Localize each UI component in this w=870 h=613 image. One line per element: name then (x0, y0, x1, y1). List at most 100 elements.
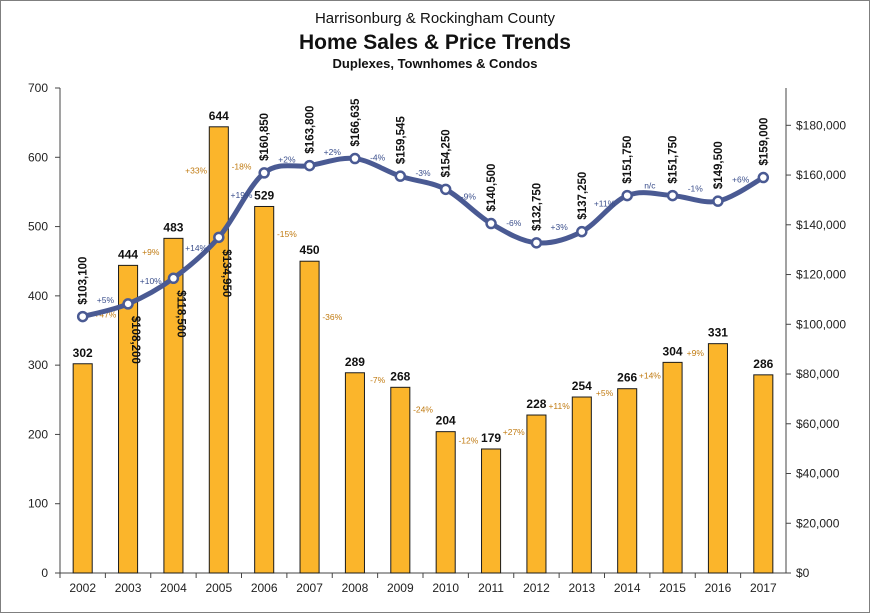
price-change-label: -3% (415, 168, 431, 178)
bar-change-label: +14% (639, 371, 661, 381)
bar-change-label: +5% (596, 388, 614, 398)
bar-change-label: +47% (94, 310, 116, 320)
price-label: $140,500 (486, 164, 498, 212)
bar (344, 372, 365, 574)
x-tick-label: 2009 (387, 581, 414, 595)
bar-change-label: -36% (322, 312, 342, 322)
bar (481, 448, 502, 574)
bar (753, 374, 774, 574)
x-tick-label: 2007 (296, 581, 323, 595)
bar-change-label: +33% (185, 166, 207, 176)
bar (617, 388, 638, 574)
y-right-tick-label: $180,000 (796, 118, 846, 132)
price-label: $149,500 (713, 141, 725, 189)
price-change-label: -9% (461, 191, 477, 201)
price-change-label: +2% (324, 147, 342, 157)
bar-value-label: 304 (663, 344, 683, 358)
y-right-tick-label: $20,000 (796, 516, 840, 530)
bar (163, 237, 184, 574)
y-left-tick-label: 400 (28, 289, 48, 303)
y-right-tick-label: $120,000 (796, 268, 846, 282)
x-tick-label: 2016 (705, 581, 732, 595)
y-right-tick-label: $40,000 (796, 467, 840, 481)
y-right-tick-label: $0 (796, 566, 810, 580)
price-change-label: +14% (185, 243, 207, 253)
bar-value-label: 266 (617, 371, 637, 385)
x-tick-label: 2011 (478, 581, 504, 595)
price-marker (439, 183, 452, 196)
chart-subtitle-2: Duplexes, Townhomes & Condos (332, 56, 538, 71)
bar-change-label: +11% (548, 401, 570, 411)
price-change-label: -4% (370, 152, 386, 162)
bar-change-label: -24% (413, 404, 433, 414)
price-marker (757, 171, 770, 184)
bar-value-label: 644 (209, 109, 229, 123)
bar-value-label: 228 (526, 397, 546, 411)
x-tick-label: 2014 (614, 581, 641, 595)
x-tick-label: 2004 (160, 581, 187, 595)
price-label: $166,635 (350, 98, 362, 147)
price-change-label: +6% (732, 174, 750, 184)
price-marker (621, 189, 633, 202)
bar (571, 396, 592, 574)
price-marker (576, 225, 588, 238)
y-right-tick-label: $140,000 (796, 218, 846, 232)
y-left-tick-label: 300 (28, 358, 48, 372)
x-tick-label: 2006 (251, 581, 278, 595)
y-right-tick-label: $160,000 (796, 168, 846, 182)
price-marker (712, 195, 724, 207)
price-label: $151,750 (668, 136, 680, 184)
price-marker (76, 310, 89, 323)
bar (72, 363, 93, 574)
price-label: $163,800 (305, 106, 317, 154)
y-left-tick-label: 700 (28, 81, 48, 95)
price-label: $137,250 (577, 172, 589, 220)
bar (254, 205, 275, 574)
price-marker (349, 152, 361, 165)
price-label: $159,545 (395, 116, 407, 165)
bar (707, 343, 728, 574)
x-tick-label: 2012 (523, 581, 550, 595)
y-left-tick-label: 100 (28, 497, 48, 511)
price-marker (530, 237, 543, 249)
bar-change-label: +27% (503, 427, 525, 437)
y-left-tick-label: 200 (28, 427, 48, 441)
price-label: $134,950 (220, 249, 232, 297)
price-marker (303, 159, 316, 172)
price-change-label: +3% (551, 222, 569, 232)
y-right-tick-label: $100,000 (796, 317, 846, 331)
x-tick-label: 2005 (205, 581, 232, 595)
price-line (80, 155, 766, 320)
price-change-label: -1% (688, 183, 704, 193)
y-right-tick-label: $80,000 (796, 367, 840, 381)
bar (662, 361, 683, 574)
bar-value-label: 483 (163, 220, 183, 234)
bar-value-label: 268 (390, 369, 410, 383)
bar-value-label: 444 (118, 247, 138, 261)
bar (208, 126, 229, 574)
bar-value-label: 331 (708, 326, 728, 340)
price-marker (122, 298, 134, 310)
bar-change-label: -7% (370, 375, 386, 385)
bar-change-label: -12% (458, 435, 478, 445)
bar-change-label: +9% (687, 348, 705, 358)
y-left-tick-label: 600 (28, 150, 48, 164)
price-label: $160,850 (259, 113, 271, 161)
price-marker (485, 217, 497, 230)
bar (299, 260, 320, 574)
price-change-label: -6% (506, 218, 522, 228)
bar-value-label: 302 (73, 346, 93, 360)
price-label: $151,750 (622, 136, 634, 184)
price-change-label: n/c (644, 181, 656, 191)
bar-value-label: 204 (436, 414, 456, 428)
bar-value-label: 450 (300, 243, 320, 257)
bar-value-label: 529 (254, 188, 274, 202)
bar-value-label: 179 (481, 431, 501, 445)
price-marker (258, 167, 270, 179)
chart-title: Harrisonburg & Rockingham County (314, 10, 556, 27)
y-right-tick-label: $60,000 (796, 417, 840, 431)
bar-value-label: 289 (345, 355, 365, 369)
bar (526, 414, 547, 574)
bar-value-label: 286 (753, 357, 773, 371)
